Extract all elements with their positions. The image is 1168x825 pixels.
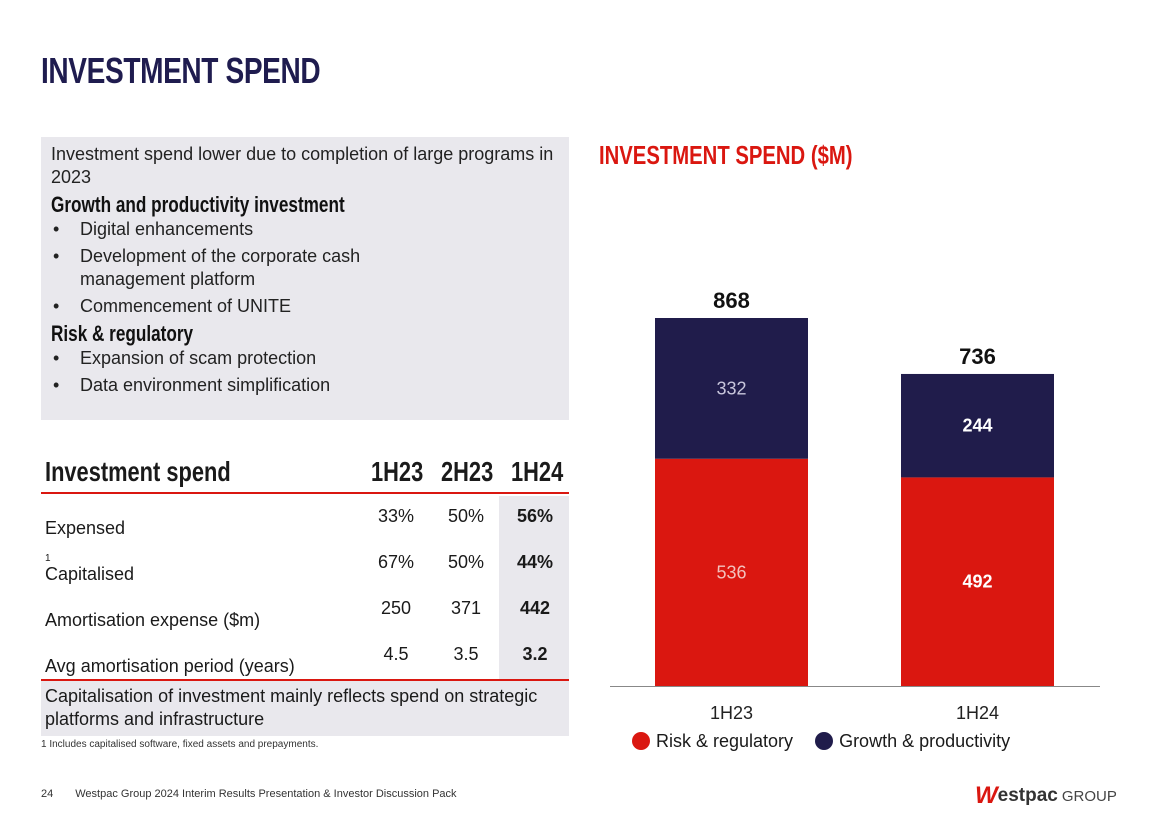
table-header: Investment spend 1H23 2H23 1H24 [41,452,569,494]
legend-label: Risk & regulatory [656,731,794,751]
legend-risk: Risk & regulatory [632,731,793,752]
cell-value: 250 [380,598,412,618]
stacked-bar-chart: 536 332 868 1H23 492 244 736 1H24 [610,288,1100,723]
table-row: Capitalised 1 67% 50% 44% [41,540,569,586]
legend-dot-icon [815,732,834,750]
list-item: Data environment simplification [51,374,559,397]
cell-value: 4.5 [383,644,409,664]
x-tick-label: 1H24 [956,703,999,723]
cell-value: 3.5 [453,644,479,664]
cell-value: 33% [377,506,415,526]
legend-growth: Growth & productivity [815,731,1010,752]
page-number: 24 [41,788,54,800]
cell-value: 67% [377,552,415,572]
logo-w-icon: W [975,782,998,809]
legend-dot-icon [632,732,650,750]
bar-segment [901,373,1054,478]
data-label: 244 [962,416,992,436]
footnote: 1 Includes capitalised software, fixed a… [41,739,319,750]
header-1h23: 1H23 [371,456,424,487]
logo-suffix: GROUP [1061,787,1117,805]
data-label: 492 [962,572,992,592]
header-2h23: 2H23 [441,456,494,487]
page-title: INVESTMENT SPEND [41,50,321,91]
summary-box: Investment spend lower due to completion… [41,137,569,420]
chart-title: INVESTMENT SPEND ($M) [599,140,853,170]
table-row: Avg amortisation period (years) 4.5 3.5 3.2 [41,632,569,678]
chart-legend: Risk & regulatory Growth & productivity [632,731,1010,752]
summary-intro: Investment spend lower due to completion… [51,144,554,187]
list-item: Digital enhancements [51,218,559,241]
section-heading: Growth and productivity investment [51,192,345,217]
table-note: Capitalisation of investment mainly refl… [41,679,569,736]
bar-segment [655,318,808,459]
list-item: Expansion of scam protection [51,347,559,370]
highlight-column [499,496,569,680]
bar-segment [655,458,808,686]
data-label: 536 [716,562,746,582]
table-row: Expensed 33% 50% 56% [41,494,569,540]
cell-value: 50% [447,552,485,572]
header-label: Investment spend [45,456,231,487]
list-item: Development of the corporate cash manage… [51,245,451,291]
header-1h24: 1H24 [511,456,564,487]
data-label: 332 [716,378,746,398]
total-label: 868 [713,288,750,313]
cell-value: 44% [516,552,554,572]
cell-value: 3.2 [522,644,548,664]
legend-label: Growth & productivity [839,731,1011,751]
bar-segment [901,477,1054,686]
table-row: Amortisation expense ($m) 250 371 442 [41,586,569,632]
cell-value: 371 [450,598,482,618]
x-tick-label: 1H23 [710,703,753,723]
table-note-area: Capitalisation of investment mainly refl… [41,679,569,751]
cell-value: 442 [519,598,551,618]
page-footer: 24 Westpac Group 2024 Interim Results Pre… [41,788,479,800]
total-label: 736 [959,344,996,369]
cell-value: 50% [447,506,485,526]
row-label: Capitalised 1 [45,553,135,584]
investment-table: Investment spend 1H23 2H23 1H24 Expensed… [41,452,569,680]
footer-text: Westpac Group 2024 Interim Results Prese… [75,788,457,800]
list-item: Commencement of UNITE [51,295,559,318]
cell-value: 56% [516,506,554,526]
section-heading: Risk & regulatory [51,321,194,346]
